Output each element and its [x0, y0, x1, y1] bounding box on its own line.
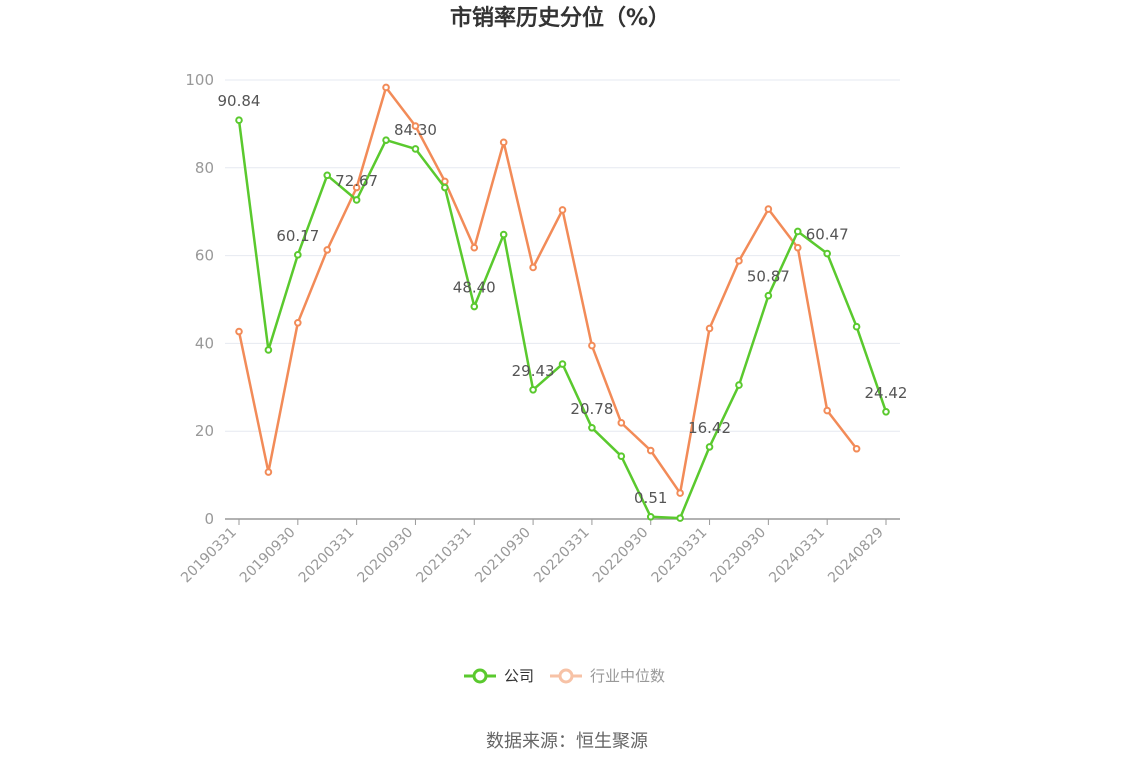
y-tick-label: 20 — [195, 422, 214, 440]
legend-company-marker — [472, 668, 488, 684]
data-point-company[interactable] — [617, 452, 626, 461]
data-label: 50.87 — [747, 268, 790, 286]
x-tick-label: 20190930 — [237, 525, 299, 587]
data-point-company[interactable] — [352, 196, 361, 204]
chart-title: 市销率历史分位（%） — [450, 5, 670, 31]
data-point-industry[interactable] — [735, 257, 743, 265]
y-tick-label: 60 — [195, 247, 214, 265]
y-tick-label: 100 — [185, 71, 214, 89]
data-point-company[interactable] — [294, 251, 302, 259]
data-point-industry[interactable] — [558, 206, 567, 214]
data-point-industry[interactable] — [499, 138, 508, 147]
data-labels: 90.84 60.17 72.67 84.30 48.40 29.43 20.78 0.51 1… — [218, 92, 908, 507]
y-tick-label: 80 — [195, 159, 214, 177]
plot-area — [235, 83, 890, 522]
data-point-company[interactable] — [323, 171, 332, 180]
data-point-company[interactable] — [852, 322, 861, 331]
data-point-industry[interactable] — [294, 318, 302, 327]
data-point-company[interactable] — [764, 291, 773, 300]
data-point-industry[interactable] — [588, 341, 596, 350]
y-tick-label: 40 — [195, 334, 214, 352]
data-label: 48.40 — [453, 279, 496, 297]
data-label: 24.42 — [865, 384, 908, 402]
data-point-industry[interactable] — [764, 205, 773, 213]
data-point-company[interactable] — [823, 249, 831, 258]
data-point-industry[interactable] — [852, 444, 861, 453]
y-tick-label: 0 — [204, 510, 214, 528]
data-point-industry[interactable] — [529, 263, 537, 272]
data-point-industry[interactable] — [264, 468, 273, 476]
data-point-industry[interactable] — [676, 489, 684, 497]
data-label: 60.17 — [276, 227, 319, 245]
data-label: 90.84 — [218, 92, 261, 110]
data-point-company[interactable] — [529, 386, 537, 394]
data-label: 16.42 — [688, 419, 731, 437]
x-tick-label: 20210331 — [413, 525, 475, 587]
data-point-industry[interactable] — [470, 243, 479, 252]
data-label: 60.47 — [806, 226, 849, 244]
data-point-company[interactable] — [382, 136, 390, 144]
data-point-industry[interactable] — [382, 83, 390, 92]
data-point-company[interactable] — [588, 423, 596, 432]
x-tick-label: 20240829 — [825, 525, 887, 587]
data-point-industry[interactable] — [352, 183, 361, 192]
legend-item-industry[interactable]: 行业中位数 — [550, 667, 665, 685]
data-label: 84.30 — [394, 121, 437, 139]
data-point-company[interactable] — [646, 512, 655, 521]
data-label: 20.78 — [570, 400, 613, 418]
data-label: 0.51 — [634, 489, 667, 507]
x-tick-label: 20220331 — [531, 525, 593, 587]
data-point-industry[interactable] — [823, 406, 831, 415]
x-tick-label: 20230930 — [707, 525, 769, 587]
legend-company-label: 公司 — [504, 667, 534, 685]
data-point-company[interactable] — [793, 227, 802, 236]
x-tick-label: 20200930 — [355, 525, 417, 587]
data-point-company[interactable] — [264, 346, 273, 354]
data-point-company[interactable] — [705, 443, 714, 451]
data-point-company[interactable] — [499, 230, 508, 239]
data-label: 29.43 — [512, 362, 555, 380]
axes: 0 20 40 60 80 100 2019033120190930202003312020… — [178, 71, 900, 586]
data-point-company[interactable] — [735, 381, 743, 389]
x-tick-label: 20240331 — [766, 525, 828, 587]
x-tick-label: 20230331 — [649, 525, 711, 587]
x-tick-label: 20210930 — [472, 525, 534, 587]
data-point-company[interactable] — [882, 407, 890, 416]
legend[interactable]: 公司 行业中位数 — [464, 667, 665, 685]
grid — [225, 79, 900, 432]
data-point-industry[interactable] — [705, 324, 714, 333]
data-point-company[interactable] — [235, 116, 243, 125]
legend-industry-label: 行业中位数 — [590, 667, 665, 685]
data-point-industry[interactable] — [617, 419, 626, 427]
data-source: 数据来源：恒生聚源 — [486, 731, 648, 752]
data-point-company[interactable] — [470, 302, 479, 311]
x-tick-label: 20190331 — [178, 525, 240, 587]
data-point-industry[interactable] — [235, 327, 243, 336]
data-point-industry[interactable] — [323, 246, 332, 254]
data-point-industry[interactable] — [411, 122, 420, 130]
x-tick-label: 20220930 — [590, 525, 652, 587]
x-tick-label: 20200331 — [296, 525, 358, 587]
data-point-company[interactable] — [676, 514, 684, 522]
legend-industry-marker — [558, 668, 574, 684]
data-point-industry[interactable] — [646, 446, 655, 455]
data-point-company[interactable] — [441, 183, 449, 192]
data-point-company[interactable] — [411, 145, 420, 153]
legend-item-company[interactable]: 公司 — [464, 667, 534, 685]
data-point-industry[interactable] — [793, 243, 802, 252]
data-label: 72.67 — [335, 172, 378, 190]
data-point-company[interactable] — [558, 360, 567, 368]
series-line-industry — [237, 86, 858, 495]
